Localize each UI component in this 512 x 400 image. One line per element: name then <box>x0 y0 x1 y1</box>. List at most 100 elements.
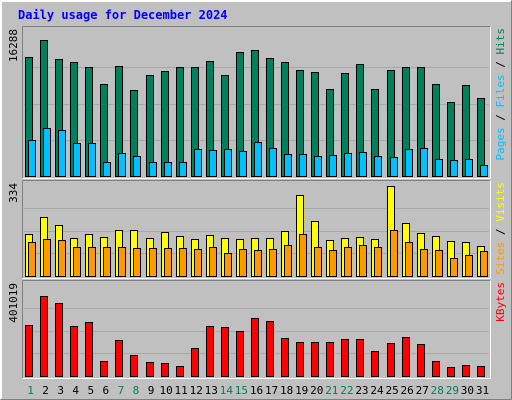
x-tick-label-day-4: 4 <box>72 384 79 397</box>
x-tick-label-day-1: 1 <box>27 384 34 397</box>
bar-sites-day-10 <box>164 248 172 277</box>
bar-kbytes-day-9 <box>146 362 154 377</box>
bar-files-day-5 <box>88 143 96 177</box>
bar-sites-day-5 <box>88 247 96 277</box>
x-tick-label-day-20: 20 <box>310 384 323 397</box>
bar-kbytes-day-24 <box>371 351 379 377</box>
x-tick-label-day-16: 16 <box>250 384 263 397</box>
bar-sites-day-4 <box>73 247 81 277</box>
x-tick-label-day-9: 9 <box>148 384 155 397</box>
bar-sites-day-11 <box>179 248 187 277</box>
bar-kbytes-day-7 <box>115 340 123 377</box>
bar-kbytes-day-13 <box>206 326 214 377</box>
bar-files-day-10 <box>164 162 172 177</box>
bar-kbytes-day-19 <box>296 342 304 377</box>
bar-kbytes-day-6 <box>100 361 108 377</box>
x-tick-label-day-12: 12 <box>190 384 203 397</box>
bar-sites-day-14 <box>224 253 232 277</box>
bar-hits-day-10 <box>161 71 169 177</box>
bar-files-day-17 <box>269 148 277 177</box>
bar-files-day-26 <box>405 149 413 177</box>
series-legend-label: KBytes <box>494 282 507 322</box>
bar-kbytes-day-4 <box>70 326 78 377</box>
x-tick-label-day-13: 13 <box>205 384 218 397</box>
bar-sites-day-28 <box>435 250 443 277</box>
bar-sites-day-25 <box>390 230 398 277</box>
series-legend-label: Pages / Files / Hits <box>494 28 507 161</box>
bar-kbytes-day-11 <box>176 366 184 377</box>
chart-panels: 16288 Pages / Files / Hits 334 Sites / Visi… <box>7 26 507 379</box>
x-tick-label-day-18: 18 <box>280 384 293 397</box>
bar-sites-day-20 <box>314 247 322 277</box>
x-tick-label-day-31: 31 <box>476 384 489 397</box>
x-tick-label-day-28: 28 <box>431 384 444 397</box>
y-axis-max-label: 16288 <box>7 29 20 62</box>
bar-sites-day-2 <box>43 239 51 277</box>
panel-3: 401019 KBytes <box>7 280 507 379</box>
bar-files-day-12 <box>194 149 202 177</box>
bar-files-day-16 <box>254 142 262 177</box>
legend-separator: / <box>494 222 507 242</box>
bar-sites-day-22 <box>344 247 352 277</box>
legend-visits: Visits <box>494 182 507 222</box>
bar-kbytes-day-25 <box>387 343 395 377</box>
bar-sites-day-29 <box>450 258 458 277</box>
bar-sites-day-21 <box>329 250 337 277</box>
legend-pages: Pages <box>494 127 507 160</box>
bar-files-day-14 <box>224 149 232 177</box>
bar-kbytes-day-1 <box>25 325 33 377</box>
bar-sites-day-30 <box>465 255 473 277</box>
bar-files-day-4 <box>73 143 81 177</box>
bar-kbytes-day-17 <box>266 321 274 377</box>
bar-files-day-1 <box>28 140 36 177</box>
bar-sites-day-26 <box>405 242 413 277</box>
x-tick-label-day-8: 8 <box>133 384 140 397</box>
bar-files-day-27 <box>420 148 428 177</box>
bar-kbytes-day-23 <box>356 339 364 377</box>
bar-sites-day-13 <box>209 247 217 277</box>
bar-files-day-2 <box>43 128 51 177</box>
bar-kbytes-day-2 <box>40 296 48 377</box>
bar-sites-day-6 <box>103 247 111 277</box>
bar-kbytes-day-16 <box>251 318 259 377</box>
legend-separator: / <box>494 108 507 128</box>
bar-files-day-19 <box>299 154 307 177</box>
bar-hits-day-9 <box>146 75 154 177</box>
bar-files-day-24 <box>374 156 382 177</box>
legend-files: Files <box>494 74 507 107</box>
chart-title: Daily usage for December 2024 <box>18 8 228 22</box>
panel-2: 334 Sites / Visits <box>7 180 507 279</box>
bar-files-day-31 <box>480 165 488 177</box>
bar-files-day-20 <box>314 156 322 177</box>
bar-kbytes-day-30 <box>462 365 470 377</box>
x-tick-label-day-29: 29 <box>446 384 459 397</box>
legend-sites: Sites <box>494 242 507 275</box>
bar-kbytes-day-21 <box>326 342 334 377</box>
x-tick-label-day-24: 24 <box>370 384 384 397</box>
bar-kbytes-day-28 <box>432 361 440 377</box>
bar-files-day-15 <box>239 151 247 177</box>
x-tick-label-day-17: 17 <box>265 384 278 397</box>
x-tick-label-day-15: 15 <box>235 384 248 397</box>
x-tick-label-day-26: 26 <box>401 384 414 397</box>
series-legend-label: Sites / Visits <box>494 182 507 275</box>
bar-kbytes-day-5 <box>85 322 93 377</box>
bar-hits-day-11 <box>176 67 184 177</box>
bar-files-day-7 <box>118 153 126 177</box>
x-tick-label-day-22: 22 <box>340 384 353 397</box>
bar-kbytes-day-14 <box>221 327 229 377</box>
bar-kbytes-day-22 <box>341 339 349 377</box>
x-tick-label-day-7: 7 <box>118 384 125 397</box>
bar-files-day-22 <box>344 153 352 177</box>
bar-files-day-23 <box>359 152 367 177</box>
x-tick-label-day-3: 3 <box>57 384 64 397</box>
bar-sites-day-18 <box>284 245 292 277</box>
bar-files-day-9 <box>149 162 157 177</box>
y-axis-max-label: 401019 <box>7 283 20 323</box>
bar-sites-day-7 <box>118 247 126 277</box>
bar-hits-day-31 <box>477 98 485 177</box>
bar-kbytes-day-3 <box>55 303 63 377</box>
bar-kbytes-day-31 <box>477 366 485 377</box>
